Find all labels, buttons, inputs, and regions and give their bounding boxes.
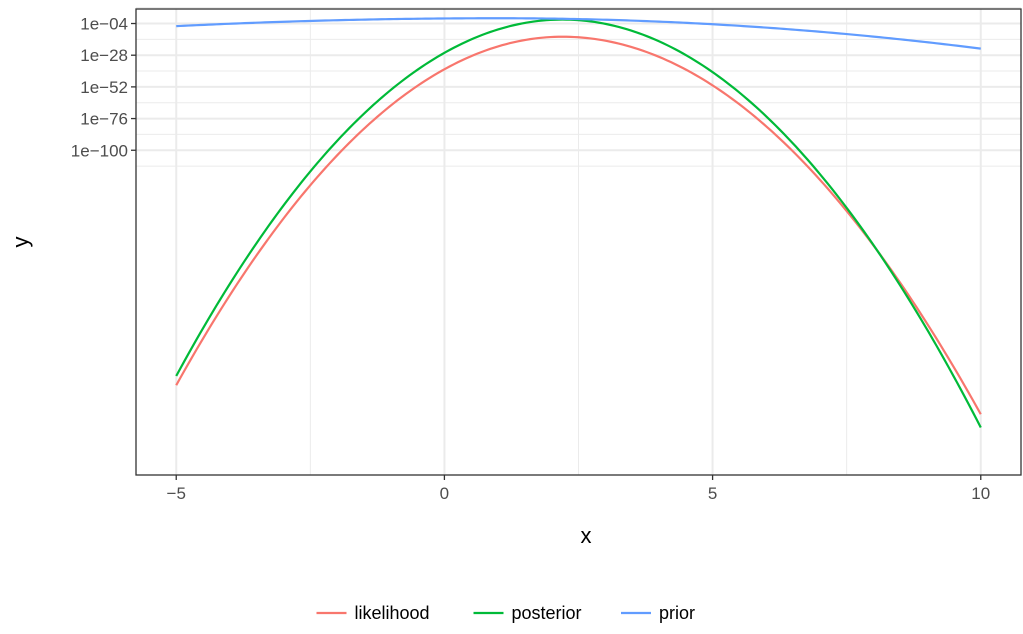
x-tick-label: −5 — [167, 484, 186, 503]
y-tick-label: 1e−76 — [80, 110, 128, 129]
x-tick-label: 5 — [708, 484, 717, 503]
y-tick-label: 1e−100 — [71, 141, 128, 160]
legend: likelihood posterior prior — [316, 603, 695, 623]
legend-label-prior: prior — [659, 603, 695, 623]
x-axis-title: x — [581, 523, 592, 548]
x-tick-label: 0 — [440, 484, 449, 503]
y-axis: 1e−04 1e−28 1e−52 1e−76 1e−100 — [71, 15, 136, 160]
x-tick-label: 10 — [971, 484, 990, 503]
y-axis-title: y — [8, 237, 33, 248]
y-tick-label: 1e−04 — [80, 15, 128, 34]
y-tick-label: 1e−28 — [80, 46, 128, 65]
grid-major — [136, 9, 1021, 475]
x-axis: −5 0 5 10 — [167, 475, 990, 503]
series-line-prior — [176, 17, 981, 50]
legend-label-posterior: posterior — [512, 603, 582, 623]
legend-label-likelihood: likelihood — [355, 603, 430, 623]
series-line-likelihood — [175, 35, 982, 415]
series-layer — [175, 17, 982, 428]
plot-panel-border — [135, 8, 1022, 476]
y-tick-label: 1e−52 — [80, 78, 128, 97]
